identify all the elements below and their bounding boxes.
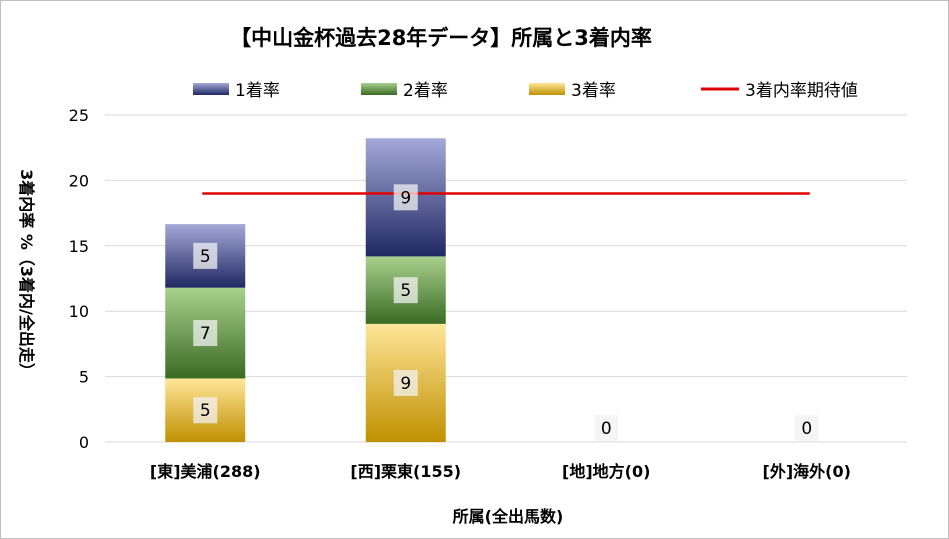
legend-swatch: [529, 83, 565, 95]
x-axis-ticks: [東]美浦(288) [西]栗東(155) [地]地方(0) [外]海外(0): [150, 462, 851, 481]
legend-swatch: [193, 83, 229, 95]
y-tick-label: 10: [69, 302, 89, 321]
legend-label: 2着率: [403, 81, 448, 101]
x-tick-label: [東]美浦(288): [150, 462, 261, 481]
legend-label: 3着率: [571, 81, 616, 101]
chart-legend: 1着率 2着率 3着率 3着内率期待値: [193, 81, 858, 101]
x-tick-label: [西]栗東(155): [350, 462, 461, 481]
data-label: 5: [400, 281, 411, 301]
data-label: 0: [801, 419, 812, 439]
data-label: 7: [200, 324, 211, 344]
data-label: 9: [400, 374, 411, 394]
data-label-box: [393, 184, 418, 211]
data-label-box: [594, 415, 619, 441]
data-label-box: [193, 242, 218, 269]
y-tick-label: 5: [79, 368, 89, 387]
legend-label: 1着率: [235, 81, 280, 101]
y-tick-label: 0: [79, 433, 89, 452]
x-axis-title: 所属(全出馬数): [453, 507, 564, 526]
x-tick-label: [外]海外(0): [763, 462, 851, 481]
data-labels-layer: 5 7 5 9 5 9 0 0: [193, 184, 819, 441]
data-label-box: [393, 277, 418, 304]
data-label-box: [193, 320, 218, 347]
legend-label: 3着内率期待値: [745, 81, 858, 101]
data-label: 9: [400, 188, 411, 208]
y-tick-label: 20: [69, 171, 89, 190]
data-label-box: [794, 415, 819, 441]
data-label-box: [193, 397, 218, 424]
y-axis-title: 3着内率 %（3着内/全出走）: [17, 169, 36, 379]
chart-title: 【中山金杯過去28年データ】所属と3着内率: [230, 26, 652, 50]
y-tick-label: 25: [69, 106, 89, 125]
y-tick-label: 15: [69, 237, 89, 256]
data-label: 5: [200, 247, 211, 267]
data-label-box: [393, 369, 418, 396]
data-label: 0: [601, 419, 612, 439]
data-label: 5: [200, 401, 211, 421]
legend-swatch: [361, 83, 397, 95]
x-tick-label: [地]地方(0): [562, 462, 650, 481]
y-axis-ticks: 0 5 10 15 20 25: [69, 106, 89, 452]
